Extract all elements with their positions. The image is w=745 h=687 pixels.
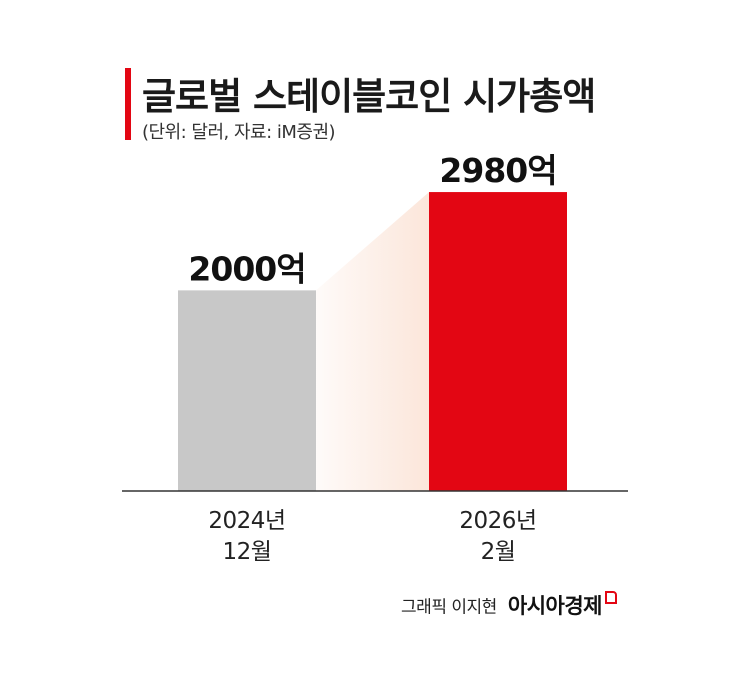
bar-value-label-2: 2980억 bbox=[439, 151, 556, 190]
credit: 그래픽 이지현 아시아경제 bbox=[401, 590, 617, 620]
credit-text: 그래픽 이지현 bbox=[401, 597, 497, 618]
x-tick-label-1-line-2: 12월 bbox=[223, 539, 272, 565]
brand-name: 아시아경제 bbox=[507, 594, 603, 618]
growth-band bbox=[316, 192, 429, 491]
chart-subtitle: (단위: 달러, 자료: iM증권) bbox=[142, 122, 336, 143]
bar-1 bbox=[178, 290, 316, 491]
bar-2 bbox=[429, 192, 567, 491]
x-tick-label-2-line-1: 2026년 bbox=[459, 508, 536, 534]
bar-value-label-1: 2000억 bbox=[188, 249, 305, 288]
chart-title: 글로벌 스테이블코인 시가총액 bbox=[142, 75, 596, 118]
title-accent-bar bbox=[125, 68, 131, 140]
x-tick-label-2-line-2: 2월 bbox=[481, 539, 516, 565]
x-tick-label-1-line-1: 2024년 bbox=[208, 508, 285, 534]
brand-logo-icon bbox=[605, 591, 617, 604]
